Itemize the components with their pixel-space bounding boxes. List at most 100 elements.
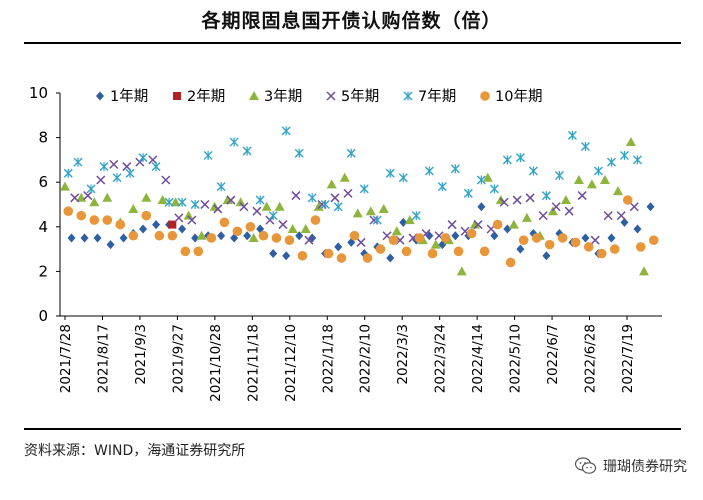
data-point xyxy=(99,162,109,172)
data-point xyxy=(512,195,522,205)
data-point xyxy=(508,219,519,229)
wechat-icon xyxy=(575,457,597,474)
data-point xyxy=(424,166,434,176)
data-point xyxy=(450,164,460,174)
data-point xyxy=(339,172,350,182)
data-point xyxy=(213,204,223,214)
data-point xyxy=(284,235,295,245)
data-point xyxy=(567,130,577,140)
x-tick-label: 2022/5/10 xyxy=(508,324,524,393)
data-point xyxy=(544,239,555,250)
data-point xyxy=(525,193,535,203)
data-point xyxy=(375,244,386,254)
data-point xyxy=(580,142,590,152)
data-point xyxy=(313,201,324,211)
x-tick-label: 2022/4/14 xyxy=(470,324,486,393)
y-tick-label: 0 xyxy=(38,307,48,325)
data-point xyxy=(414,233,425,243)
data-point xyxy=(518,235,529,245)
data-point xyxy=(541,191,551,201)
data-point xyxy=(268,211,278,221)
data-point xyxy=(281,126,291,136)
data-point xyxy=(554,171,564,181)
data-point xyxy=(453,246,464,257)
data-point xyxy=(304,235,314,245)
legend-marker xyxy=(326,91,336,101)
data-point xyxy=(93,233,102,243)
data-point xyxy=(128,203,139,213)
data-point xyxy=(128,230,139,241)
data-point xyxy=(531,233,542,243)
data-point xyxy=(102,215,113,225)
data-point xyxy=(490,231,499,241)
data-point xyxy=(187,215,197,225)
data-point xyxy=(245,222,256,232)
data-point xyxy=(388,235,399,245)
data-point xyxy=(463,188,473,198)
data-point xyxy=(102,192,113,202)
data-point xyxy=(261,201,272,211)
x-tick-label: 2022/1/18 xyxy=(320,324,336,393)
data-point xyxy=(386,253,395,263)
data-point xyxy=(603,211,613,221)
data-point xyxy=(622,195,633,205)
data-point xyxy=(152,220,161,230)
data-point xyxy=(401,246,412,257)
data-point xyxy=(183,210,194,220)
data-point xyxy=(619,150,629,160)
data-point xyxy=(278,220,288,230)
data-point xyxy=(151,162,161,172)
data-point xyxy=(607,233,616,243)
data-point xyxy=(174,213,184,223)
data-point xyxy=(219,217,230,228)
data-point xyxy=(427,248,438,259)
data-point xyxy=(89,197,100,207)
data-point xyxy=(193,246,204,257)
data-point xyxy=(295,231,304,241)
watermark: 珊瑚债券研究 xyxy=(575,456,687,476)
data-point xyxy=(180,246,191,257)
data-point xyxy=(505,257,516,268)
data-point xyxy=(239,202,249,212)
data-point xyxy=(330,193,340,203)
data-point xyxy=(63,206,74,216)
data-point xyxy=(599,174,610,184)
data-point xyxy=(89,215,100,225)
data-point xyxy=(191,233,200,243)
data-point xyxy=(492,219,503,230)
x-tick-label: 2021/11/18 xyxy=(245,324,261,402)
data-point xyxy=(542,251,551,261)
data-point xyxy=(287,224,298,234)
x-tick-label: 2021/12/10 xyxy=(283,324,299,402)
data-point xyxy=(167,230,178,241)
data-point xyxy=(269,249,278,259)
data-point xyxy=(586,179,597,189)
data-point xyxy=(398,173,408,183)
data-point xyxy=(391,226,402,236)
data-point xyxy=(271,233,282,243)
legend-marker xyxy=(96,91,104,101)
y-tick-label: 6 xyxy=(38,173,48,191)
data-point xyxy=(203,150,213,160)
data-point xyxy=(362,253,373,263)
data-point xyxy=(243,231,252,241)
x-tick-label: 2022/6/28 xyxy=(583,324,599,393)
data-point xyxy=(206,233,217,243)
data-point xyxy=(521,212,532,222)
data-point xyxy=(612,186,623,196)
legend-label: 7年期 xyxy=(418,88,456,105)
data-point xyxy=(646,202,655,212)
data-point xyxy=(333,202,343,212)
data-point xyxy=(229,137,239,147)
data-point xyxy=(573,174,584,184)
chart-title: 各期限固息国开债认购倍数（倍） xyxy=(201,10,502,32)
x-tick-label: 2021/7/28 xyxy=(58,324,74,393)
data-point xyxy=(86,184,96,194)
data-point xyxy=(482,172,493,182)
data-point xyxy=(349,230,360,241)
data-point xyxy=(516,244,525,254)
data-point xyxy=(648,235,659,245)
data-point xyxy=(63,168,73,178)
legend-label: 5年期 xyxy=(341,88,379,105)
data-point xyxy=(70,193,80,203)
